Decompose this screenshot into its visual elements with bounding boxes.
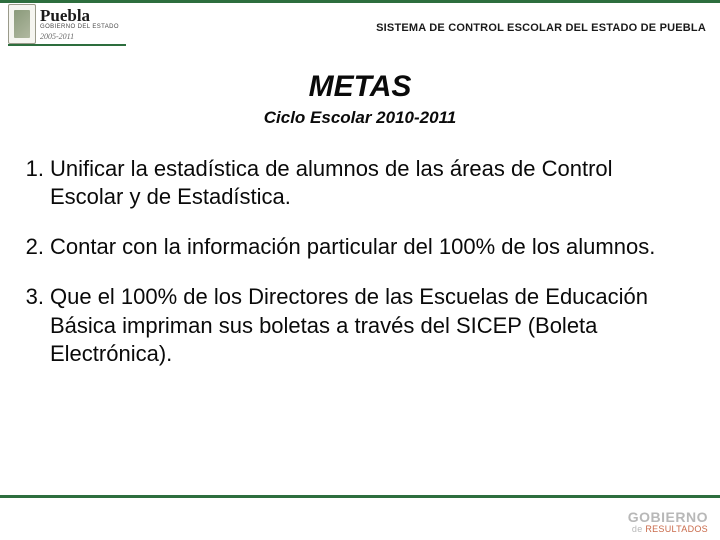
goal-text: Unificar la estadística de alumnos de la… <box>50 155 690 211</box>
goal-text: Contar con la información particular del… <box>50 233 690 261</box>
system-title: SISTEMA DE CONTROL ESCOLAR DEL ESTADO DE… <box>376 22 706 34</box>
goal-text: Que el 100% de los Directores de las Esc… <box>50 283 690 367</box>
bottom-border <box>0 495 720 498</box>
logo-years: 2005-2011 <box>40 32 119 41</box>
footer-logo: GOBIERNO de RESULTADOS <box>628 511 708 534</box>
state-crest-icon <box>8 4 36 44</box>
logo-text: Puebla GOBIERNO DEL ESTADO 2005-2011 <box>40 4 119 44</box>
goal-item: 1. Unificar la estadística de alumnos de… <box>20 155 690 211</box>
logo-subline: GOBIERNO DEL ESTADO <box>40 24 119 31</box>
footer-line1: GOBIERNO <box>628 511 708 524</box>
page-subtitle: Ciclo Escolar 2010-2011 <box>0 108 720 128</box>
footer-line2-prefix: de <box>632 524 645 534</box>
goal-number: 2. <box>20 233 44 261</box>
goal-number: 1. <box>20 155 44 183</box>
page-title: METAS <box>0 70 720 104</box>
goal-item: 3. Que el 100% de los Directores de las … <box>20 283 690 367</box>
goals-list: 1. Unificar la estadística de alumnos de… <box>20 155 690 390</box>
footer-line2-accent: RESULTADOS <box>645 524 708 534</box>
goal-number: 3. <box>20 283 44 311</box>
goal-item: 2. Contar con la información particular … <box>20 233 690 261</box>
footer-line2: de RESULTADOS <box>628 524 708 534</box>
logo-state-name: Puebla <box>40 7 119 24</box>
top-border <box>0 0 720 3</box>
header-logo: Puebla GOBIERNO DEL ESTADO 2005-2011 <box>8 4 126 46</box>
